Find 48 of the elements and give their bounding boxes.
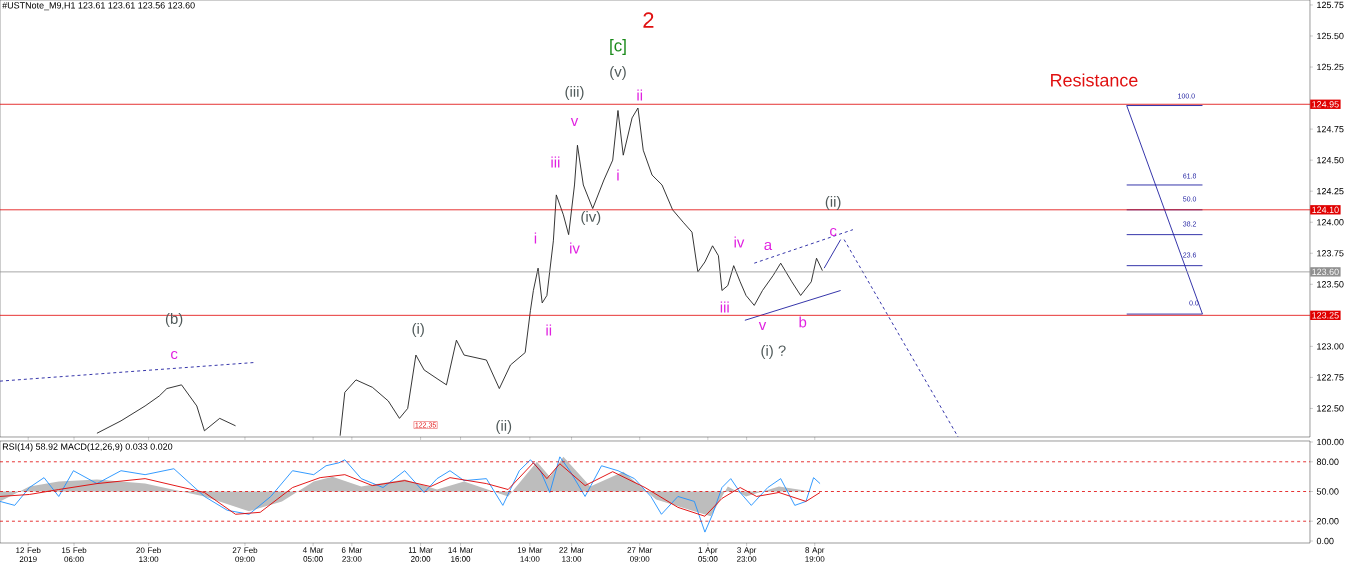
annotation: b bbox=[799, 316, 807, 328]
y-tick-label: 122.50 bbox=[1317, 405, 1344, 412]
y-tick-label: 100.00 bbox=[1317, 438, 1344, 446]
y-tick-label: 50.00 bbox=[1316, 488, 1339, 495]
annotation: iv bbox=[570, 242, 580, 254]
annotation: 2 bbox=[643, 12, 654, 28]
annotation: v bbox=[570, 118, 579, 126]
y-tick-label: 0.00 bbox=[1316, 537, 1334, 545]
annotation: (i) bbox=[412, 323, 424, 337]
y-tick-label: 125.75 bbox=[1317, 1, 1344, 9]
annotation: [c] bbox=[610, 39, 626, 55]
annotation: iii bbox=[551, 156, 560, 168]
annotation: v bbox=[758, 322, 767, 330]
y-tick-label: 124.25 bbox=[1317, 188, 1344, 195]
annotation: c bbox=[171, 350, 178, 360]
ref-line-label: 124.95 bbox=[1312, 101, 1339, 108]
annotation: (ii) bbox=[825, 196, 841, 210]
annotation: i bbox=[617, 169, 619, 181]
y-tick-label: 123.50 bbox=[1317, 281, 1344, 288]
ref-line-label: 124.10 bbox=[1312, 206, 1339, 213]
annotation: (b) bbox=[165, 313, 183, 327]
ref-line-label: 123.25 bbox=[1312, 312, 1339, 319]
annotation: (iii) bbox=[565, 86, 584, 100]
y-tick-label: 123.00 bbox=[1317, 343, 1344, 350]
annotation: ii bbox=[546, 324, 552, 336]
annotation: a bbox=[764, 241, 773, 251]
annotation: (i) ? bbox=[761, 345, 786, 359]
annotation: iii bbox=[720, 301, 729, 313]
y-tick-label: 124.00 bbox=[1317, 219, 1344, 226]
annotation: ii bbox=[637, 89, 643, 101]
annotation: i bbox=[534, 232, 537, 244]
annotation: (v) bbox=[610, 66, 626, 80]
y-tick-label: 125.25 bbox=[1317, 63, 1344, 71]
y-tick-label: 123.75 bbox=[1317, 250, 1344, 257]
annotation: iv bbox=[734, 236, 745, 248]
annotation: Resistance bbox=[1051, 73, 1138, 87]
y-tick-label: 124.50 bbox=[1317, 156, 1344, 164]
chart-title: #USTNote_M9,H1 123.61 123.61 123.56 123.60 bbox=[2, 2, 195, 11]
y-tick-label: 124.75 bbox=[1317, 125, 1344, 133]
y-tick-label: 125.50 bbox=[1317, 32, 1344, 40]
y-tick-label: 122.75 bbox=[1317, 374, 1344, 381]
annotation: (ii) bbox=[496, 420, 512, 434]
annotation: (iv) bbox=[581, 211, 601, 225]
y-tick-label: 20.00 bbox=[1316, 518, 1339, 525]
ref-line-label: 123.60 bbox=[1312, 268, 1339, 276]
chart-title: RSI(14) 58.92 MACD(12,26,9) 0.033 0.020 bbox=[2, 443, 173, 452]
y-tick-label: 80.00 bbox=[1316, 458, 1339, 465]
annotation: c bbox=[830, 227, 837, 237]
